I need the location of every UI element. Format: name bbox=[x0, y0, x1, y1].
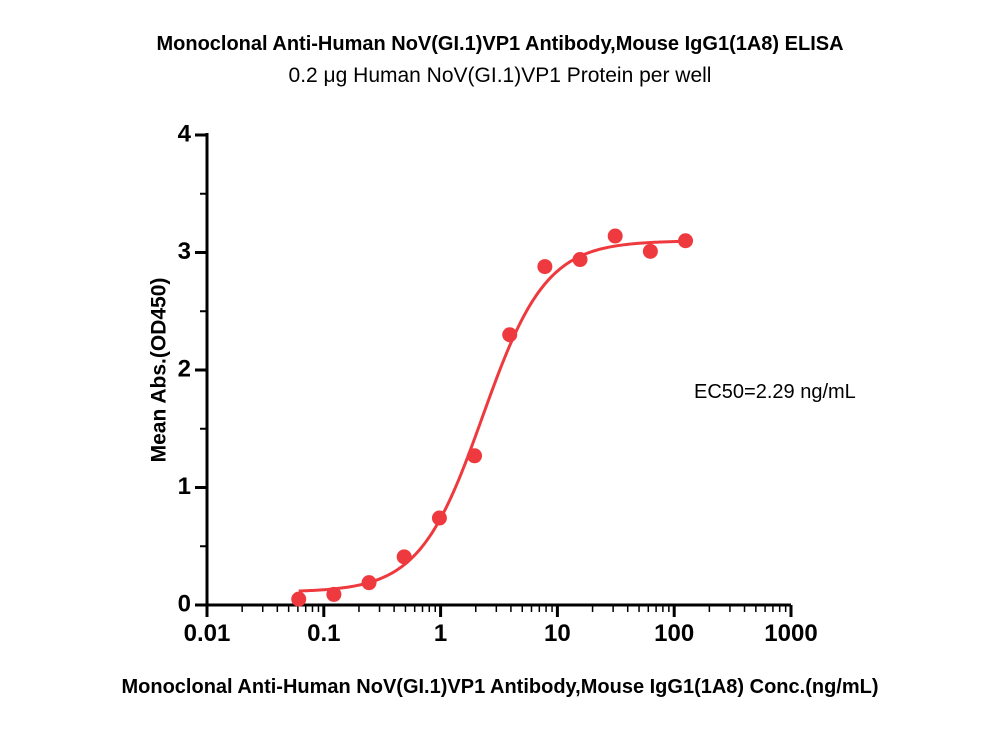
data-point bbox=[642, 243, 658, 259]
x-tick-label: 0.01 bbox=[184, 620, 231, 647]
tick-labels: 0 1 2 3 4 0.01 0.1 1 10 100 1000 bbox=[178, 120, 818, 647]
fit-curve bbox=[298, 239, 686, 593]
y-tick-label: 1 bbox=[178, 473, 191, 500]
x-tick-label: 1 bbox=[434, 620, 447, 647]
y-tick-label: 3 bbox=[178, 238, 191, 265]
data-point bbox=[467, 448, 483, 464]
data-points-layer bbox=[291, 228, 694, 607]
ec50-annotation: EC50=2.29 ng/mL bbox=[694, 381, 856, 403]
data-point bbox=[326, 586, 342, 602]
fit-curve-layer bbox=[298, 239, 686, 593]
y-tick-label: 2 bbox=[178, 355, 191, 382]
data-point bbox=[291, 591, 307, 607]
axes bbox=[195, 133, 793, 617]
x-axis-label: Monoclonal Anti-Human NoV(GI.1)VP1 Antib… bbox=[121, 676, 879, 698]
x-tick-label: 10 bbox=[544, 620, 571, 647]
x-tick-label: 1000 bbox=[764, 620, 817, 647]
data-point bbox=[396, 549, 412, 565]
data-point bbox=[572, 252, 588, 268]
data-point bbox=[431, 510, 447, 526]
y-tick-label: 4 bbox=[178, 120, 192, 147]
chart-subtitle: 0.2 μg Human NoV(GI.1)VP1 Protein per we… bbox=[288, 64, 712, 87]
chart-title: Monoclonal Anti-Human NoV(GI.1)VP1 Antib… bbox=[156, 33, 844, 55]
data-point bbox=[502, 327, 518, 343]
data-point bbox=[678, 233, 694, 249]
data-point bbox=[607, 228, 623, 244]
x-tick-label: 0.1 bbox=[307, 620, 340, 647]
data-point bbox=[361, 575, 377, 591]
x-tick-label: 100 bbox=[654, 620, 694, 647]
y-tick-label: 0 bbox=[178, 590, 191, 617]
y-axis-label: Mean Abs.(OD450) bbox=[148, 278, 171, 463]
data-point bbox=[537, 259, 553, 275]
